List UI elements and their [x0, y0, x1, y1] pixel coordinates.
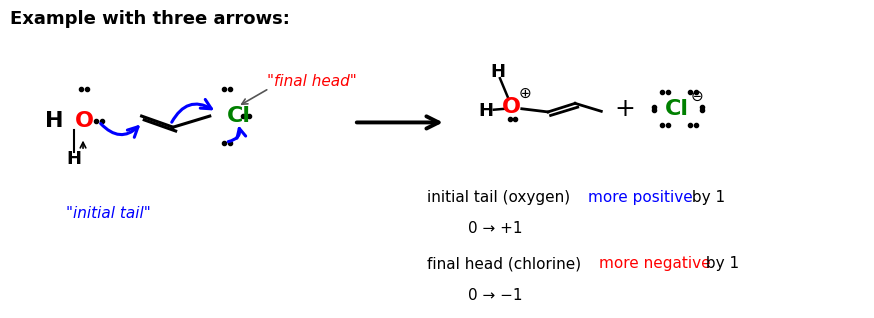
Text: O: O	[75, 111, 94, 131]
Text: more negative: more negative	[599, 256, 711, 272]
Text: initial tail (oxygen): initial tail (oxygen)	[427, 190, 574, 205]
Text: H: H	[66, 150, 82, 168]
Text: by 1: by 1	[701, 256, 739, 272]
Text: H: H	[45, 111, 64, 131]
Text: final head (chlorine): final head (chlorine)	[427, 256, 586, 272]
Text: +: +	[614, 97, 635, 121]
Text: 0 → −1: 0 → −1	[468, 288, 522, 303]
Text: Example with three arrows:: Example with three arrows:	[10, 10, 290, 28]
Text: H: H	[478, 102, 494, 120]
Text: ⊕: ⊕	[519, 86, 531, 101]
Text: ⊖: ⊖	[691, 88, 704, 104]
Text: "initial tail": "initial tail"	[66, 205, 150, 221]
Text: Cl: Cl	[227, 106, 251, 126]
Text: 0 → +1: 0 → +1	[468, 221, 522, 237]
Text: Cl: Cl	[665, 99, 690, 119]
Text: by 1: by 1	[687, 190, 725, 205]
Text: H: H	[490, 63, 506, 80]
Text: "final head": "final head"	[267, 73, 357, 89]
Text: more positive: more positive	[588, 190, 693, 205]
Text: O: O	[502, 97, 521, 116]
